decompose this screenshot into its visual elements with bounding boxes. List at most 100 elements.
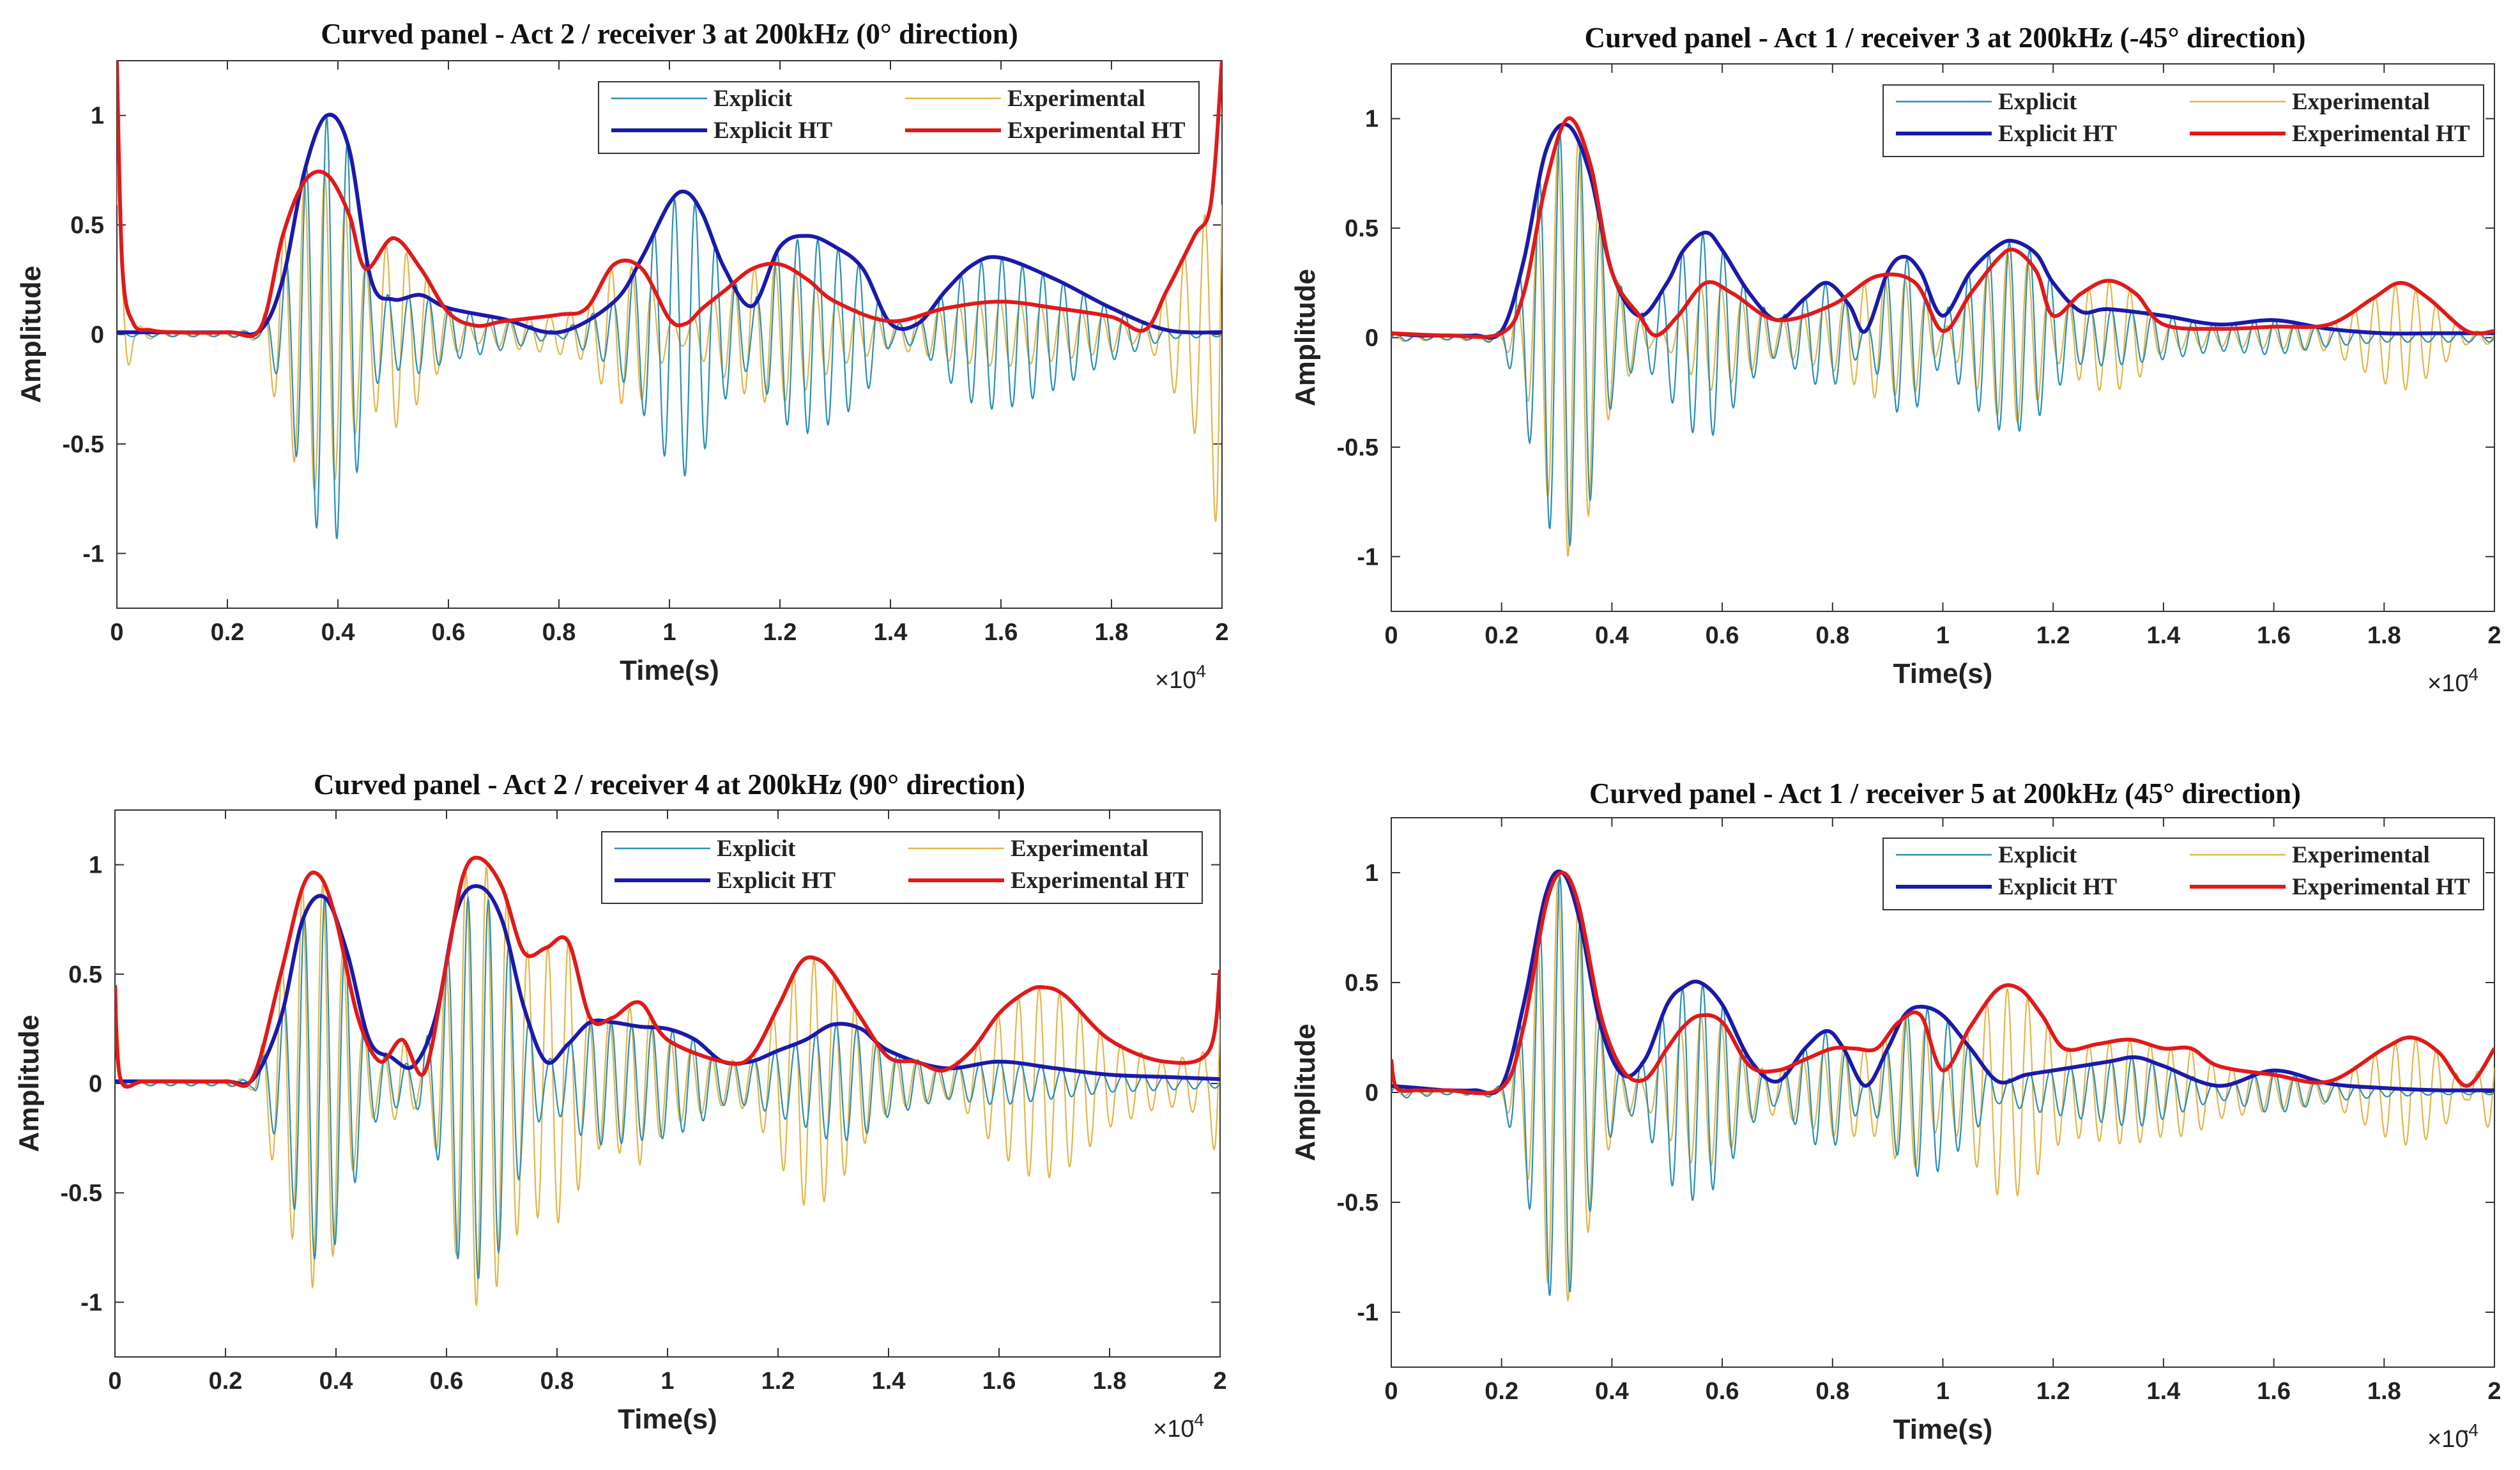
x-multiplier: ×10	[1153, 1416, 1194, 1443]
chart-panel-1: Curved panel - Act 2 / receiver 3 at 200…	[15, 18, 1229, 694]
legend-label: Experimental HT	[2292, 874, 2470, 900]
y-tick-label: 1	[91, 103, 104, 130]
y-tick-label: 1	[1365, 860, 1378, 887]
legend-label: Explicit HT	[1998, 121, 2117, 147]
series-group	[117, 61, 1222, 540]
series-explicit-line	[1391, 875, 2494, 1297]
x-tick-label: 1.6	[2257, 1378, 2291, 1405]
legend: Explicit Experimental Explicit HT Experimen…	[1882, 838, 2484, 910]
chart-title: Curved panel - Act 1 / receiver 5 at 200…	[1589, 777, 2301, 809]
series-explicit-line	[1391, 132, 2494, 547]
x-tick-label: 2	[2487, 1378, 2501, 1405]
y-tick-label: 0	[89, 1071, 102, 1098]
y-tick-label: 0	[1365, 325, 1378, 352]
x-axis-label: Time(s)	[1893, 658, 1993, 689]
legend-label: Explicit	[717, 836, 796, 862]
x-axis-label: Time(s)	[620, 655, 719, 686]
x-tick-label: 1.2	[763, 619, 797, 646]
x-tick-label: 0	[108, 1368, 121, 1395]
x-tick-label: 1.6	[984, 619, 1018, 646]
x-tick-label: 0	[110, 619, 123, 646]
y-tick-label: -0.5	[61, 1180, 102, 1207]
y-tick-label: -0.5	[63, 431, 104, 458]
x-tick-label: 1	[1936, 622, 1950, 649]
x-tick-label: 0.2	[1485, 1378, 1518, 1405]
x-tick-label: 1.2	[2036, 1378, 2070, 1405]
x-tick-label: 1.4	[2146, 1378, 2180, 1405]
series-experimental-ht-line	[115, 855, 1220, 1089]
y-tick-label: -0.5	[1337, 434, 1378, 461]
x-tick-label: 0.8	[542, 619, 576, 646]
y-tick-label: 0.5	[1345, 215, 1378, 242]
y-tick-label: 0	[91, 322, 104, 349]
legend-label: Explicit	[1998, 842, 2077, 868]
legend-label: Explicit HT	[717, 868, 836, 894]
series-explicit-ht-line	[1391, 869, 2494, 1096]
y-tick-label: -1	[1357, 1299, 1378, 1326]
x-tick-label: 0.4	[321, 619, 355, 646]
x-axis-label: Time(s)	[618, 1404, 717, 1435]
chart-panel-2: Curved panel - Act 1 / receiver 3 at 200…	[1290, 22, 2501, 697]
legend: Explicit Experimental Explicit HT Experimen…	[601, 831, 1203, 904]
series-experimental-line	[115, 864, 1220, 1308]
series-experimental-ht-line	[1391, 116, 2494, 339]
legend-label: Experimental	[2292, 842, 2430, 868]
x-multiplier: ×10	[1155, 667, 1196, 694]
x-tick-label: 0.4	[1595, 1378, 1629, 1405]
series-explicit-line	[117, 116, 1222, 540]
y-tick-label: 0.5	[1345, 970, 1378, 997]
x-tick-label: 1	[1936, 1378, 1950, 1405]
y-tick-label: 0.5	[68, 961, 102, 988]
y-axis-label: Amplitude	[1290, 1023, 1321, 1161]
legend-label: Experimental	[1011, 836, 1149, 862]
legend: Explicit Experimental Explicit HT Experimen…	[598, 81, 1200, 154]
x-axis-label: Time(s)	[1893, 1414, 1993, 1445]
x-tick-label: 1	[661, 1368, 674, 1395]
series-explicit-line	[115, 896, 1220, 1280]
x-tick-label: 0.8	[1815, 622, 1849, 649]
legend-box	[598, 81, 1200, 154]
y-tick-label: -1	[82, 540, 104, 567]
x-multiplier-exponent: -4	[2463, 664, 2478, 684]
chart-panel-4: Curved panel - Act 1 / receiver 5 at 200…	[1290, 777, 2501, 1453]
y-tick-label: 0.5	[70, 212, 104, 239]
x-tick-label: 1.2	[2036, 622, 2070, 649]
chart-title: Curved panel - Act 1 / receiver 3 at 200…	[1584, 22, 2305, 54]
legend-box	[601, 831, 1203, 904]
chart-title: Curved panel - Act 2 / receiver 3 at 200…	[321, 18, 1018, 50]
x-tick-label: 1.6	[2257, 622, 2291, 649]
x-tick-label: 1.6	[982, 1368, 1016, 1395]
x-tick-label: 1	[662, 619, 676, 646]
legend-label: Experimental HT	[1011, 868, 1189, 894]
x-tick-label: 2	[1213, 1368, 1226, 1395]
x-multiplier-exponent: -4	[1190, 661, 1206, 681]
legend-label: Explicit HT	[714, 118, 832, 144]
x-multiplier-exponent: -4	[1188, 1410, 1204, 1430]
x-tick-label: 0.2	[209, 1368, 243, 1395]
x-tick-label: 0.2	[211, 619, 245, 646]
series-group	[115, 855, 1220, 1308]
x-multiplier: ×10	[2427, 1426, 2468, 1453]
x-tick-label: 1.2	[761, 1368, 795, 1395]
x-tick-label: 1.8	[2367, 622, 2401, 649]
x-tick-label: 0	[1384, 622, 1398, 649]
series-explicit-ht-line	[117, 112, 1222, 337]
legend-label: Experimental	[1007, 86, 1145, 112]
x-tick-label: 1.8	[2367, 1378, 2401, 1405]
y-axis-label: Amplitude	[13, 1014, 45, 1152]
y-axis-label: Amplitude	[1290, 269, 1321, 406]
x-tick-label: 0.4	[1595, 622, 1629, 649]
legend-label: Explicit HT	[1998, 874, 2117, 900]
x-tick-label: 0.6	[432, 619, 466, 646]
x-tick-label: 0.2	[1485, 622, 1518, 649]
chart-title: Curved panel - Act 2 / receiver 4 at 200…	[314, 769, 1025, 800]
y-tick-label: 0	[1365, 1080, 1378, 1106]
legend-label: Explicit	[1998, 89, 2077, 115]
x-tick-label: 1.8	[1093, 1368, 1127, 1395]
legend-label: Experimental HT	[1007, 118, 1186, 144]
series-group	[1391, 869, 2494, 1302]
legend-label: Experimental	[2292, 89, 2430, 115]
x-multiplier: ×10	[2427, 670, 2468, 697]
y-axis-label: Amplitude	[15, 266, 47, 403]
